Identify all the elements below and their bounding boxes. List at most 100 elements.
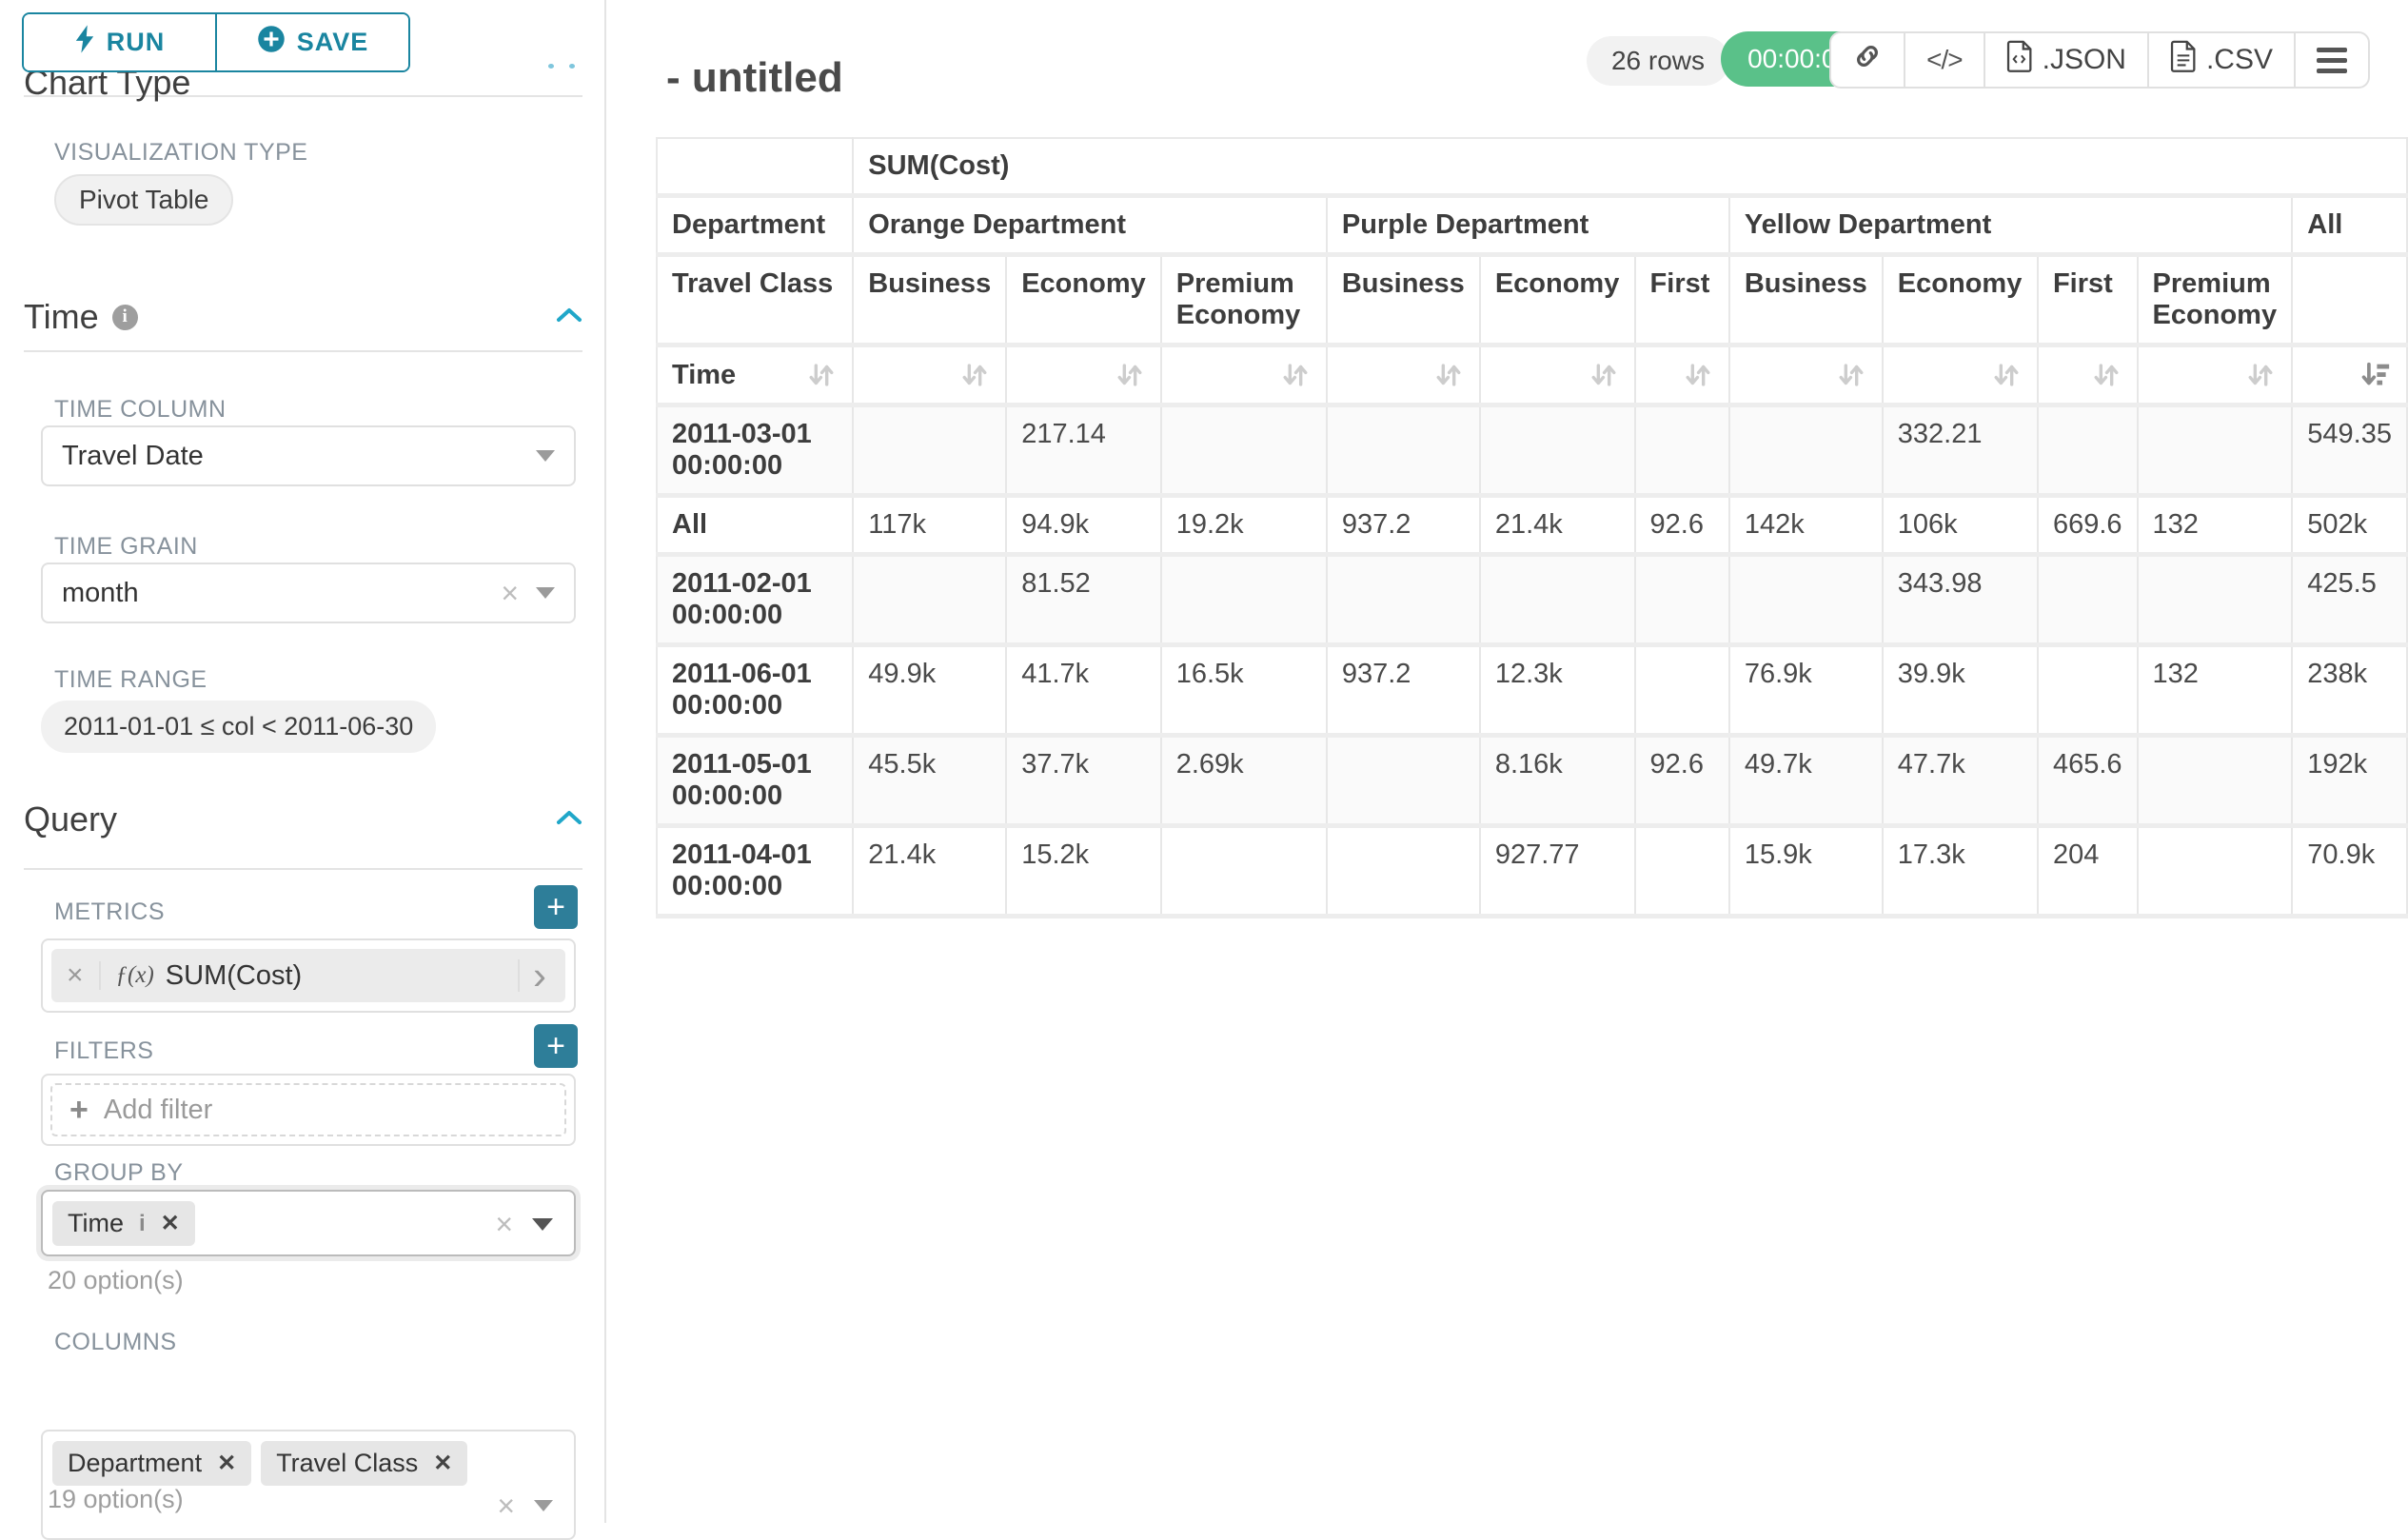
chart-title[interactable]: - untitled [666,54,843,102]
visualization-type-label: VISUALIZATION TYPE [54,139,307,167]
sort-arrows-icon[interactable] [1279,359,1312,391]
share-link-button[interactable] [1831,33,1904,87]
remove-tag-icon[interactable]: ✕ [217,1450,236,1477]
pivot-value-cell [1635,555,1729,645]
pivot-sort-cell[interactable] [1327,346,1480,405]
pivot-value-cell: 16.5k [1161,645,1327,736]
group-by-tag-time[interactable]: Time i ✕ [52,1201,195,1246]
add-filter-button[interactable]: + Add filter [50,1083,566,1136]
control-panel: Chart Type RUN SAVE VISUALIZATION TYPE P… [0,0,606,1523]
pivot-col-header[interactable]: Business [853,255,1006,346]
scrolled-icon-dot [548,64,554,69]
chevron-right-icon[interactable]: › [518,959,560,992]
pivot-col-header[interactable]: First [1635,255,1729,346]
metrics-box: × ƒ(x) SUM(Cost) › [41,938,576,1013]
group-by-label: GROUP BY [54,1159,184,1187]
add-filter-plus-button[interactable]: + [534,1024,578,1068]
table-row: 2011-03-01 00:00:00217.14332.21549.35 [657,405,2407,496]
section-divider [24,350,582,352]
pivot-col-header[interactable]: Business [1327,255,1480,346]
export-json-button[interactable]: .JSON [1984,33,2147,87]
section-divider [24,868,582,870]
more-options-button[interactable] [2294,33,2368,87]
pivot-sort-cell[interactable] [2038,346,2138,405]
pivot-col-group-header[interactable]: Yellow Department [1729,196,2292,255]
pivot-value-cell: 332.21 [1883,405,2038,496]
pivot-sort-cell[interactable] [1729,346,1883,405]
pivot-col-header[interactable]: Premium Economy [2138,255,2293,346]
export-csv-button[interactable]: .CSV [2147,33,2294,87]
view-query-button[interactable]: </> [1904,33,1983,87]
sort-descending-icon[interactable] [2359,359,2392,391]
sort-arrows-icon[interactable] [1432,359,1465,391]
pivot-value-cell: 937.2 [1327,645,1480,736]
time-section-header[interactable]: Time i [24,297,582,337]
save-button[interactable]: SAVE [217,14,408,70]
pivot-value-cell [1327,826,1480,917]
remove-tag-icon[interactable]: ✕ [433,1450,452,1477]
time-range-label: TIME RANGE [54,666,207,694]
sort-arrows-icon[interactable] [958,359,991,391]
pivot-value-cell: 70.9k [2292,826,2407,917]
columns-tag-travel-class[interactable]: Travel Class ✕ [261,1441,467,1486]
pivot-sort-cell[interactable] [1006,346,1161,405]
pivot-sort-cell[interactable] [1883,346,2038,405]
pivot-col-header[interactable]: First [2038,255,2138,346]
chevron-up-icon[interactable] [556,306,582,328]
pivot-table-container: SUM(Cost)DepartmentOrange DepartmentPurp… [656,137,2408,918]
sort-arrows-icon[interactable] [1588,359,1620,391]
time-column-value: Travel Date [62,441,204,472]
pivot-row-label: 2011-06-01 00:00:00 [657,645,853,736]
pivot-sort-cell[interactable] [853,346,1006,405]
pivot-value-cell: 41.7k [1006,645,1161,736]
pivot-row-label: 2011-03-01 00:00:00 [657,405,853,496]
query-section-title: Query [24,800,117,839]
pivot-value-cell [1327,405,1480,496]
sort-arrows-icon[interactable] [1114,359,1146,391]
columns-tag-department[interactable]: Department ✕ [52,1441,251,1486]
pivot-sort-cell[interactable] [1635,346,1729,405]
clear-icon[interactable]: × [501,578,519,608]
time-grain-select[interactable]: month × [41,563,576,623]
pivot-value-cell [1635,826,1729,917]
query-section-header[interactable]: Query [24,800,582,839]
remove-metric-icon[interactable]: × [51,961,101,990]
sort-arrows-icon[interactable] [2244,359,2277,391]
chevron-down-icon[interactable] [532,1218,553,1231]
sort-arrows-icon[interactable] [805,359,838,391]
time-column-select[interactable]: Travel Date [41,425,576,486]
pivot-sort-cell[interactable] [1480,346,1635,405]
pivot-value-cell: 343.98 [1883,555,2038,645]
metric-pill[interactable]: × ƒ(x) SUM(Cost) › [51,949,565,1002]
sort-arrows-icon[interactable] [1682,359,1714,391]
time-grain-value: month [62,578,139,609]
pivot-col-header[interactable]: Premium Economy [1161,255,1327,346]
pivot-col-group-header[interactable]: Orange Department [853,196,1327,255]
sort-arrows-icon[interactable] [1990,359,2023,391]
pivot-value-cell: 132 [2138,496,2293,555]
chevron-up-icon[interactable] [556,809,582,831]
pivot-col-header[interactable]: Economy [1480,255,1635,346]
clear-icon[interactable]: × [495,1209,513,1239]
sort-arrows-icon[interactable] [1835,359,1867,391]
group-by-select[interactable]: Time i ✕ × [41,1190,576,1256]
clear-icon[interactable]: × [497,1491,515,1521]
pivot-col-header[interactable]: Economy [1006,255,1161,346]
time-range-value[interactable]: 2011-01-01 ≤ col < 2011-06-30 [41,701,436,753]
pivot-sort-cell[interactable] [2292,346,2407,405]
sort-arrows-icon[interactable] [2090,359,2122,391]
pivot-value-cell: 927.77 [1480,826,1635,917]
add-metric-button[interactable]: + [534,885,578,929]
pivot-value-cell: 669.6 [2038,496,2138,555]
pivot-col-group-header[interactable]: Purple Department [1327,196,1729,255]
pivot-col-group-header[interactable]: All [2292,196,2407,255]
pivot-col-header[interactable]: Business [1729,255,1883,346]
run-button[interactable]: RUN [24,14,217,70]
pivot-sort-cell[interactable] [1161,346,1327,405]
chevron-down-icon[interactable] [534,1500,553,1511]
remove-tag-icon[interactable]: ✕ [161,1210,180,1237]
pivot-col-header[interactable]: Economy [1883,255,2038,346]
pivot-table: SUM(Cost)DepartmentOrange DepartmentPurp… [656,137,2408,918]
visualization-type-value[interactable]: Pivot Table [54,174,233,226]
pivot-sort-cell[interactable] [2138,346,2293,405]
